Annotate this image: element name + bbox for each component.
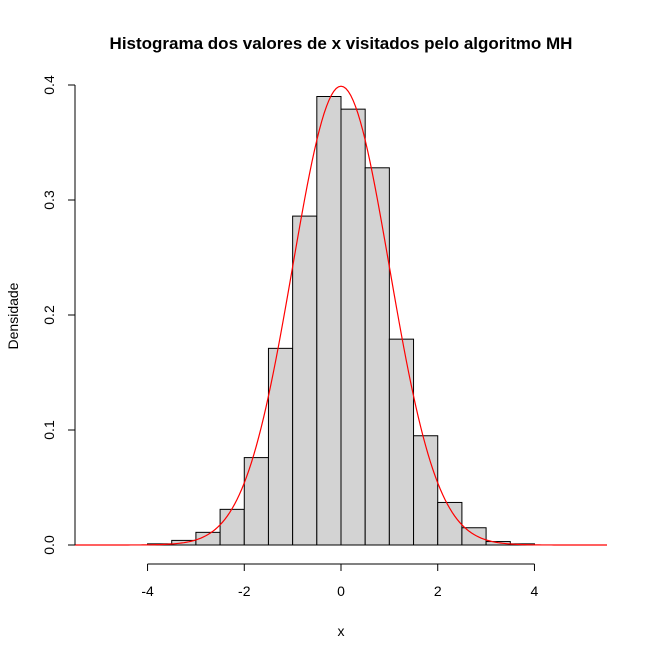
histogram-bar (316, 96, 342, 546)
x-axis-label: x (338, 623, 345, 639)
x-tick-label: 4 (531, 583, 539, 599)
histogram-bar (267, 347, 294, 546)
x-tick-label: -4 (141, 583, 154, 599)
histogram-bar (292, 215, 318, 546)
histogram-bar (243, 457, 269, 546)
y-axis-label: Densidade (5, 282, 21, 349)
x-tick-label: 2 (434, 583, 442, 599)
histogram-bar (388, 338, 415, 546)
histogram-bar (219, 508, 245, 546)
x-tick-label: 0 (337, 583, 345, 599)
y-tick-label: 0.1 (41, 420, 57, 440)
x-tick-label: -2 (238, 583, 251, 599)
y-tick-label: 0.4 (41, 75, 57, 95)
y-axis: 0.0 0.1 0.2 0.3 0.4 (41, 75, 76, 555)
y-tick-label: 0.2 (41, 305, 57, 325)
x-axis: -4 -2 0 2 4 (141, 563, 539, 599)
histogram-bar (461, 527, 487, 546)
chart-title: Histograma dos valores de x visitados pe… (110, 34, 573, 53)
density-curve (75, 85, 607, 546)
bars-group (147, 96, 535, 546)
histogram-bar (413, 435, 439, 546)
y-tick-label: 0.0 (41, 535, 57, 555)
histogram-bar (340, 108, 366, 546)
y-tick-label: 0.3 (41, 190, 57, 210)
histogram-bar (364, 167, 390, 546)
